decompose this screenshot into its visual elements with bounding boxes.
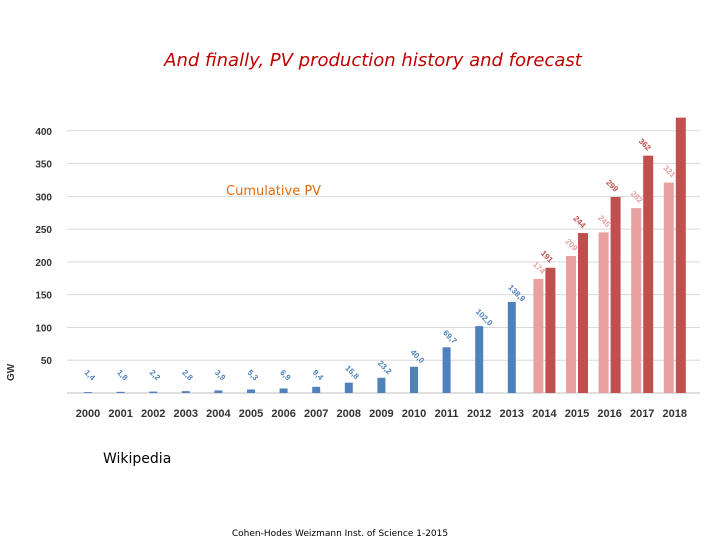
bar-forecast-low <box>663 182 674 393</box>
data-label-forecast-high: 244 <box>572 214 588 230</box>
data-label-forecast-low: 321 <box>661 164 677 180</box>
x-tick-label: 2002 <box>141 408 165 420</box>
data-label-historical: 3,9 <box>213 368 228 383</box>
y-tick-label: 200 <box>35 258 52 269</box>
bar-historical <box>442 347 451 393</box>
data-label-forecast-low: 245 <box>596 213 612 229</box>
bar-forecast-high <box>545 267 556 393</box>
data-label-historical: 1,4 <box>83 368 98 383</box>
data-label-forecast-high: 191 <box>539 249 555 265</box>
x-tick-label: 2008 <box>337 408 361 420</box>
bar-historical <box>507 301 516 393</box>
y-tick-label: 100 <box>35 323 52 334</box>
x-tick-label: 2012 <box>467 408 491 420</box>
bar-historical <box>116 391 125 393</box>
bar-historical <box>410 366 418 393</box>
x-tick-label: 2000 <box>76 408 100 420</box>
x-tick-label: 2006 <box>271 408 295 420</box>
y-tick-label: 350 <box>35 160 52 171</box>
bar-forecast-low <box>533 278 544 393</box>
y-tick-label: 300 <box>35 192 52 203</box>
y-axis-label: GW <box>6 363 17 381</box>
bar-forecast-low <box>566 255 576 393</box>
data-label-historical: 2,2 <box>148 368 163 383</box>
cumulative-pv-annotation: Cumulative PV <box>226 184 321 199</box>
bar-forecast-high <box>610 196 621 393</box>
x-axis-ticks: 2000 2001 2002 2003 2004 2005 2006 2007 2008 2009… <box>76 408 687 420</box>
y-tick-label: 50 <box>41 356 53 367</box>
bar-historical <box>149 391 158 393</box>
data-label-historical: 5,3 <box>246 368 261 383</box>
y-tick-label: 150 <box>35 291 52 302</box>
x-tick-label: 2014 <box>532 408 557 420</box>
x-tick-label: 2003 <box>174 408 198 420</box>
data-label-forecast-low: 282 <box>629 189 645 205</box>
bar-forecast-high <box>578 233 588 393</box>
data-label-forecast-low: 174 <box>531 260 547 276</box>
data-label-historical: 9,4 <box>311 368 326 383</box>
data-label-historical: 15,8 <box>343 364 361 382</box>
data-label-forecast-high: 299 <box>604 178 620 194</box>
data-label-historical: 138,9 <box>506 283 527 304</box>
footer-credit: Cohen-Hodes Weizmann Inst. of Science 1-… <box>231 529 449 539</box>
y-axis-ticks: 50100150200250300350400450 <box>35 127 53 367</box>
bar-historical <box>475 326 484 393</box>
y-tick-label: 400 <box>35 127 52 138</box>
data-label-historical: 40,0 <box>409 348 427 366</box>
x-tick-label: 2004 <box>206 408 231 420</box>
x-tick-label: 2017 <box>630 408 654 420</box>
x-tick-label: 2016 <box>597 408 621 420</box>
bar-historical <box>279 388 288 393</box>
bar-forecast-high <box>675 117 686 393</box>
y-tick-label: 250 <box>35 225 52 236</box>
bar-forecast-low <box>598 232 609 393</box>
pv-chart: 50100150200250300350400450 GW 1,41,82,22… <box>6 117 700 420</box>
data-labels: 1,4 1,8 2,2 2,8 3,9 5,3 6,9 9,4 15,8 23,2 40,0 69,7… <box>83 137 678 383</box>
data-label-historical: 2,8 <box>180 368 195 383</box>
data-label-historical: 23,2 <box>376 359 394 377</box>
bar-series <box>84 117 686 393</box>
data-label-historical: 1,8 <box>115 368 130 383</box>
bar-forecast-high <box>643 155 654 393</box>
slide-title: And finally, PV production history and f… <box>164 50 582 71</box>
data-label-historical: 102,0 <box>474 307 495 328</box>
bar-historical <box>247 389 255 393</box>
x-tick-label: 2011 <box>435 408 459 420</box>
bar-historical <box>377 377 386 393</box>
x-tick-label: 2013 <box>500 408 524 420</box>
data-label-forecast-low: 209 <box>564 237 580 253</box>
x-tick-label: 2015 <box>565 408 589 420</box>
data-label-historical: 6,9 <box>278 368 293 383</box>
bar-historical <box>181 391 190 393</box>
bar-historical <box>84 392 92 393</box>
data-label-historical: 69,7 <box>441 328 459 346</box>
bar-historical <box>214 390 223 393</box>
x-tick-label: 2009 <box>369 408 393 420</box>
data-label-forecast-high: 362 <box>637 137 653 153</box>
x-tick-label: 2001 <box>108 408 132 420</box>
x-tick-label: 2007 <box>304 408 328 420</box>
source-label: Wikipedia <box>103 451 172 467</box>
x-tick-label: 2005 <box>239 408 263 420</box>
x-tick-label: 2010 <box>402 408 426 420</box>
x-tick-label: 2018 <box>663 408 687 420</box>
bar-forecast-low <box>631 208 642 393</box>
bar-historical <box>344 382 353 393</box>
bar-historical <box>312 386 321 393</box>
